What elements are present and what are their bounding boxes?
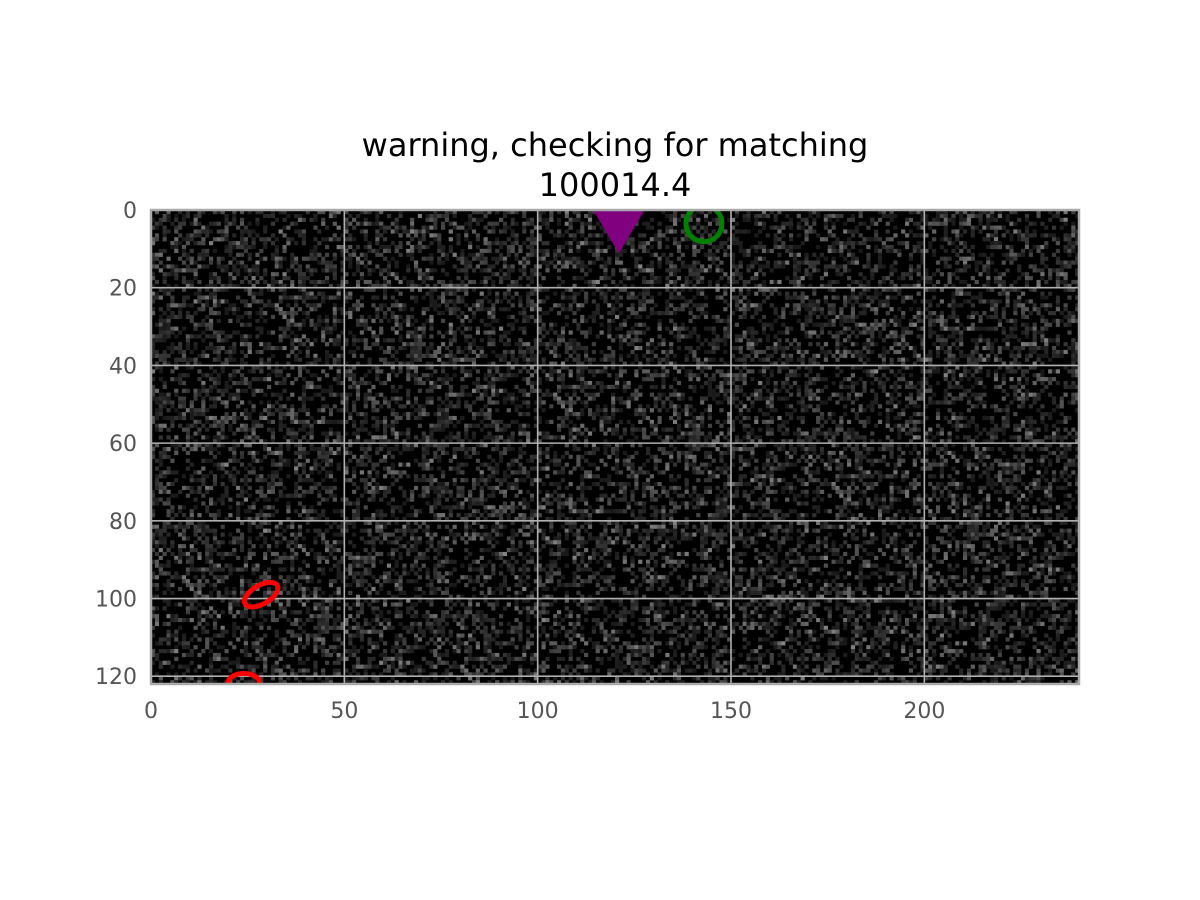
y-tick-label: 80 bbox=[109, 510, 137, 535]
chart-subtitle: 100014.4 bbox=[538, 166, 692, 204]
x-tick-label: 50 bbox=[330, 699, 358, 724]
triangle-marker bbox=[593, 210, 645, 254]
axes-border bbox=[149, 208, 1081, 686]
y-tick-label: 60 bbox=[109, 432, 137, 457]
markers bbox=[225, 210, 725, 684]
y-tick-label: 40 bbox=[109, 354, 137, 379]
axes-frame bbox=[149, 208, 1081, 686]
x-tick-label: 150 bbox=[710, 699, 752, 724]
chart-title: warning, checking for matching bbox=[361, 126, 869, 164]
ellipse-marker bbox=[241, 579, 281, 610]
y-tick-label: 120 bbox=[95, 665, 137, 690]
ellipse-marker bbox=[225, 671, 262, 684]
x-tick-label: 200 bbox=[903, 699, 945, 724]
y-tick-label: 20 bbox=[109, 277, 137, 302]
circle-marker bbox=[683, 210, 725, 245]
x-tick-label: 0 bbox=[144, 699, 158, 724]
tick-labels: 0 50 100 150 200 0 20 40 60 80 100 120 bbox=[95, 199, 945, 724]
x-tick-label: 100 bbox=[517, 699, 559, 724]
noise-image bbox=[151, 210, 1079, 684]
y-tick-label: 100 bbox=[95, 588, 137, 613]
y-tick-label: 0 bbox=[123, 199, 137, 224]
